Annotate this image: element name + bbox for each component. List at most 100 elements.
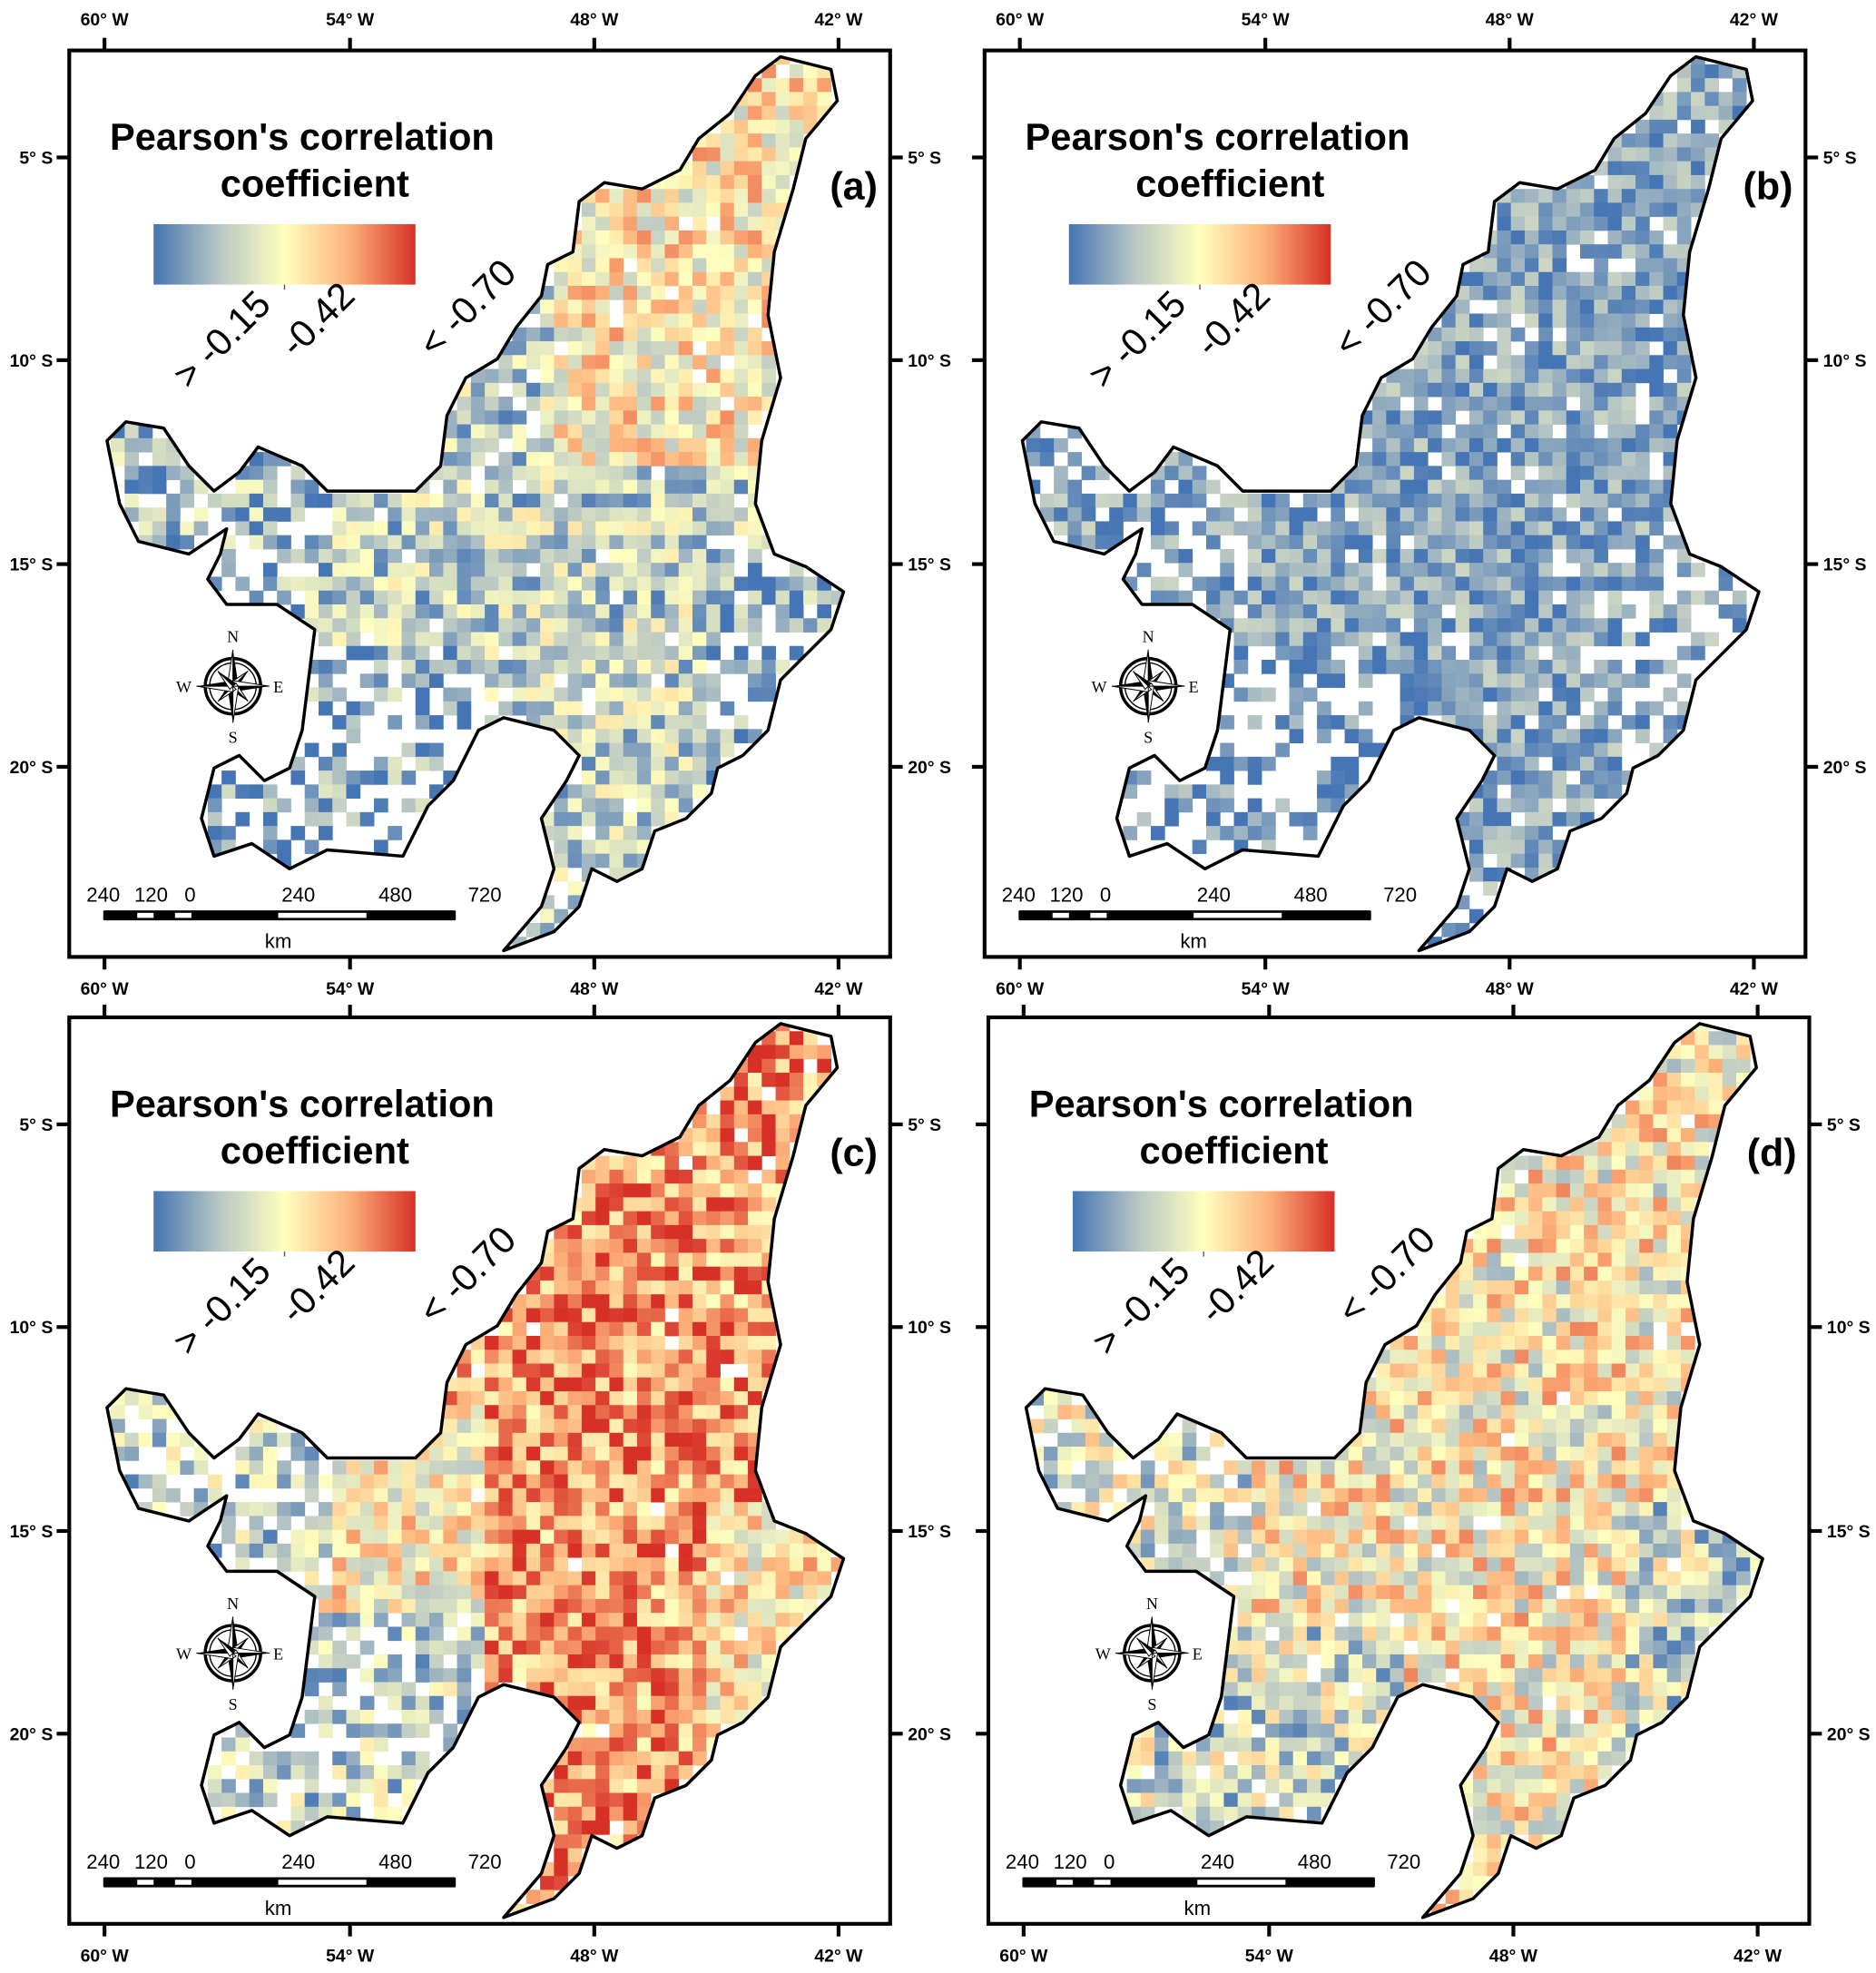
grid-cell	[775, 1086, 791, 1101]
grid-cell	[166, 521, 181, 536]
grid-cell	[761, 105, 776, 121]
grid-cell	[636, 1211, 652, 1226]
grid-cell	[1625, 1418, 1640, 1434]
grid-cell	[664, 1737, 680, 1752]
grid-cell	[470, 1460, 486, 1475]
grid-cell	[636, 230, 652, 245]
grid-cell	[1487, 1598, 1502, 1614]
grid-cell	[138, 1474, 153, 1489]
grid-cell	[1542, 1474, 1557, 1489]
grid-cell	[359, 493, 375, 508]
grid-cell	[609, 1668, 624, 1683]
grid-cell	[720, 189, 735, 203]
grid-cell	[609, 784, 624, 800]
grid-cell	[567, 1252, 583, 1268]
grid-cell	[429, 1640, 444, 1655]
grid-cell	[1210, 1516, 1224, 1531]
grid-cell	[359, 1474, 375, 1489]
grid-cell	[1607, 313, 1623, 329]
grid-cell	[1542, 1613, 1557, 1627]
grid-cell	[1468, 563, 1484, 577]
grid-cell	[359, 604, 375, 619]
scale-label: 480	[1294, 883, 1328, 906]
legend-title: Pearson's correlation	[1026, 115, 1410, 158]
grid-cell	[1524, 397, 1539, 411]
grid-cell	[1418, 1335, 1432, 1350]
grid-cell	[1556, 1377, 1571, 1392]
grid-cell	[1666, 1294, 1682, 1309]
grid-cell	[595, 798, 610, 813]
legend-label: > -0.15	[164, 1249, 279, 1363]
grid-cell	[457, 493, 472, 508]
grid-cell	[1510, 673, 1526, 688]
grid-cell	[290, 1806, 306, 1821]
grid-cell	[1210, 1432, 1224, 1448]
grid-cell	[235, 1765, 250, 1780]
grid-cell	[207, 1474, 222, 1489]
grid-cell	[581, 1571, 596, 1586]
grid-cell	[789, 1045, 804, 1060]
grid-cell	[1666, 1377, 1682, 1392]
grid-cell	[636, 216, 652, 231]
grid-cell	[733, 729, 749, 743]
grid-cell	[152, 521, 167, 536]
grid-cell	[803, 92, 818, 107]
grid-cell	[1607, 784, 1623, 800]
grid-cell	[636, 1737, 652, 1752]
grid-cell	[748, 258, 762, 273]
grid-cell	[1625, 1211, 1640, 1226]
grid-cell	[1302, 645, 1318, 661]
grid-cell	[1473, 1626, 1488, 1642]
grid-cell	[1653, 1100, 1668, 1115]
grid-cell	[1510, 590, 1526, 605]
grid-cell	[1566, 687, 1581, 702]
grid-cell	[470, 452, 486, 466]
grid-cell	[609, 548, 624, 564]
grid-cell	[1694, 1128, 1709, 1143]
grid-cell	[138, 507, 153, 522]
grid-cell	[761, 645, 776, 661]
grid-cell	[1362, 1640, 1377, 1655]
grid-cell	[1510, 258, 1526, 273]
grid-cell	[554, 1363, 569, 1379]
grid-cell	[415, 521, 430, 536]
grid-cell	[1455, 563, 1470, 577]
grid-cell	[1736, 1058, 1751, 1074]
grid-cell	[1611, 1363, 1626, 1379]
grid-cell	[692, 1516, 707, 1531]
grid-cell	[1400, 368, 1415, 384]
grid-cell	[1468, 437, 1484, 453]
grid-cell	[706, 341, 721, 356]
grid-cell	[595, 1640, 610, 1655]
grid-cell	[262, 1792, 278, 1808]
grid-cell	[1497, 271, 1512, 287]
grid-cell	[733, 313, 749, 329]
grid-cell	[1594, 327, 1608, 342]
grid-cell	[457, 1682, 472, 1697]
grid-cell	[623, 271, 638, 287]
grid-cell	[581, 756, 596, 771]
grid-cell	[1566, 521, 1581, 536]
grid-cell	[554, 687, 569, 702]
grid-cell	[1538, 479, 1553, 495]
grid-cell	[457, 521, 472, 536]
grid-cell	[1736, 1045, 1751, 1060]
grid-cell	[1556, 1474, 1571, 1489]
grid-cell	[540, 1447, 555, 1461]
grid-cell	[1459, 1321, 1474, 1337]
grid-cell	[485, 424, 499, 439]
grid-cell	[1455, 341, 1470, 356]
grid-cell	[540, 715, 555, 730]
grid-cell	[1265, 1543, 1280, 1558]
grid-cell	[720, 742, 735, 758]
grid-cell	[1594, 576, 1608, 592]
grid-cell	[609, 1418, 624, 1434]
grid-cell	[525, 507, 541, 522]
grid-cell	[706, 576, 721, 592]
grid-cell	[207, 1487, 222, 1503]
grid-cell	[1621, 368, 1636, 384]
grid-cell	[651, 535, 665, 550]
grid-cell	[415, 1487, 430, 1503]
grid-cell	[525, 673, 541, 688]
grid-cell	[1708, 1598, 1724, 1614]
